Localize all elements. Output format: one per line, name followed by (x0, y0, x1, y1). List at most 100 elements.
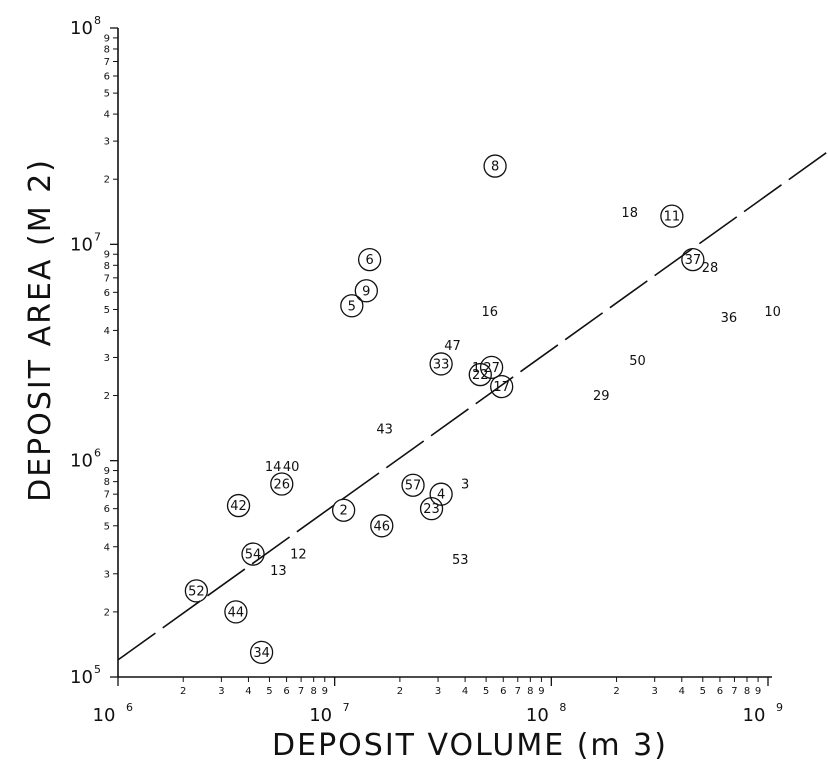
x-minor-tick-label: 2 (613, 686, 619, 697)
point-label: 52 (188, 584, 205, 599)
point-label: 13 (270, 564, 287, 579)
x-decade-exponent: 8 (559, 701, 566, 714)
point-circle-marker (184, 579, 209, 603)
x-minor-tick-label: 4 (462, 686, 468, 697)
point-label: 5 (348, 299, 356, 314)
y-minor-tick-label: 6 (104, 71, 110, 82)
point-label: 36 (721, 311, 738, 326)
x-minor-tick-label: 9 (538, 686, 544, 697)
data-point: 50 (629, 354, 646, 369)
point-label: 57 (405, 479, 422, 494)
y-minor-tick-label: 8 (104, 44, 110, 55)
point-circle-marker (241, 542, 265, 566)
y-minor-tick-label: 5 (104, 305, 110, 316)
data-point: 43 (376, 423, 393, 438)
point-circle-marker (429, 482, 453, 506)
y-minor-tick-label: 2 (104, 607, 110, 618)
data-point: 28 (702, 261, 719, 276)
point-circle-marker (224, 600, 248, 624)
point-label: 16 (482, 305, 499, 320)
x-minor-tick-label: 6 (500, 686, 506, 697)
point-circle-marker (354, 279, 378, 303)
point-label: 22 (472, 368, 489, 383)
x-minor-tick-label: 4 (245, 686, 251, 697)
x-decade-label: 10 (309, 705, 332, 726)
x-minor-tick-label: 9 (322, 686, 328, 697)
x-minor-tick-label: 2 (180, 686, 186, 697)
point-circle-marker (270, 472, 294, 496)
point-label: 10 (764, 305, 781, 320)
point-label: 34 (253, 646, 270, 661)
x-decade-exponent: 6 (126, 701, 133, 714)
y-minor-tick-label: 7 (104, 273, 110, 284)
data-point: 11 (660, 204, 684, 228)
data-point: 16 (482, 305, 499, 320)
point-circle-marker (479, 355, 504, 379)
y-minor-tick-label: 5 (104, 89, 110, 100)
x-axis-title: DEPOSIT VOLUME (m 3) (272, 728, 668, 763)
y-minor-tick-label: 6 (104, 504, 110, 515)
point-circle-marker (340, 294, 364, 318)
x-minor-tick-label: 8 (527, 686, 533, 697)
y-minor-tick-label: 3 (104, 569, 110, 580)
y-minor-tick-label: 7 (104, 57, 110, 68)
fit-line-group (117, 150, 828, 661)
point-circle-marker (468, 362, 492, 387)
y-minor-tick-label: 9 (104, 33, 110, 44)
data-point: 9 (354, 279, 378, 303)
point-circle-marker (681, 247, 705, 272)
y-decade-exponent: 8 (94, 14, 101, 27)
point-label: 2 (339, 504, 347, 519)
y-axis-title: DEPOSIT AREA (M 2) (23, 158, 58, 502)
point-circle-marker (483, 154, 507, 178)
data-point: 53 (452, 553, 469, 568)
point-label: 12 (290, 548, 307, 563)
point-circle-marker (660, 204, 684, 228)
data-point: 27 (479, 355, 504, 379)
point-label: 43 (376, 423, 393, 438)
x-minor-tick-label: 6 (283, 686, 289, 697)
y-minor-tick-label: 8 (104, 477, 110, 488)
point-label: 28 (702, 261, 719, 276)
data-point: 34 (249, 640, 274, 665)
data-point: 47 (444, 339, 461, 354)
y-minor-tick-label: 4 (104, 326, 110, 337)
point-circle-marker (370, 514, 394, 538)
point-label: 26 (273, 478, 290, 493)
x-minor-tick-label: 5 (483, 686, 489, 697)
point-label: 42 (230, 499, 247, 514)
x-minor-tick-label: 4 (679, 686, 685, 697)
x-minor-tick-label: 3 (652, 686, 658, 697)
point-label: 11 (664, 210, 681, 225)
data-point: 46 (370, 514, 394, 538)
point-circle-marker (226, 493, 251, 518)
y-decade-label: 10 (70, 667, 93, 688)
y-minor-tick-label: 3 (104, 137, 110, 148)
data-point: 13 (270, 564, 287, 579)
y-minor-tick-label: 4 (104, 110, 110, 121)
y-minor-tick-label: 7 (104, 490, 110, 501)
data-point: 54 (241, 542, 265, 566)
x-minor-tick-label: 9 (755, 686, 761, 697)
point-label: 40 (283, 460, 300, 475)
x-minor-tick-label: 3 (218, 686, 224, 697)
point-label: 3 (461, 478, 469, 493)
point-label: 8 (491, 160, 499, 175)
data-point: 57 (401, 473, 425, 497)
point-label: 47 (444, 339, 461, 354)
point-label: 37 (685, 253, 702, 268)
y-minor-tick-label: 2 (104, 175, 110, 186)
point-label: 17 (493, 380, 510, 395)
y-decade-exponent: 6 (94, 447, 101, 460)
data-point: 8 (483, 154, 507, 178)
point-label: 29 (593, 389, 610, 404)
y-decade-label: 10 (70, 451, 93, 472)
point-circle-marker (357, 247, 382, 272)
data-point: 5 (340, 294, 364, 318)
y-decade-exponent: 5 (94, 663, 101, 676)
data-point: 1 (472, 361, 480, 376)
data-point: 44 (224, 600, 248, 624)
data-point: 42 (226, 493, 251, 518)
